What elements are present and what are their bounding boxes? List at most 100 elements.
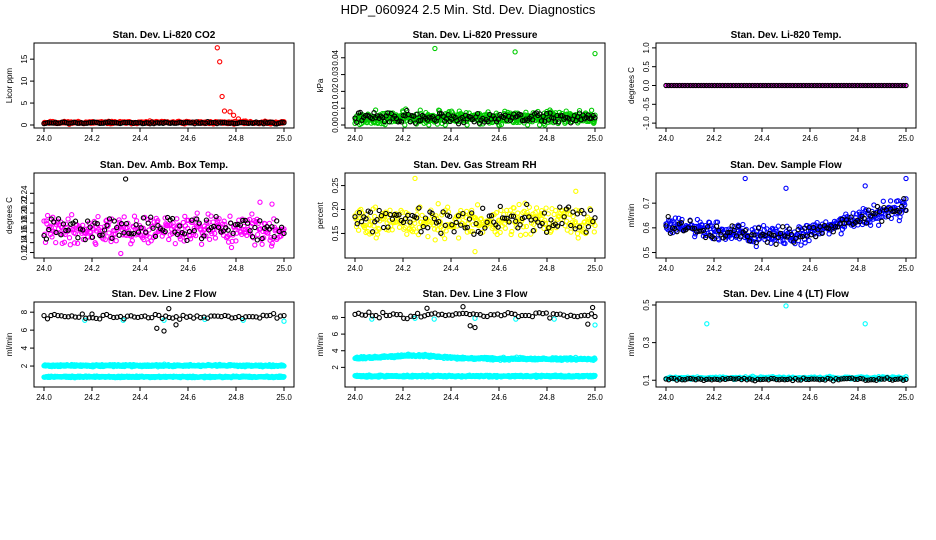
data-point <box>369 229 376 235</box>
data-point <box>208 213 214 219</box>
data-point <box>771 82 777 89</box>
data-point <box>106 230 112 236</box>
data-point <box>230 230 236 236</box>
data-point <box>354 221 360 227</box>
data-point <box>410 226 417 232</box>
data-point <box>118 221 125 227</box>
data-point <box>101 227 108 233</box>
data-point <box>744 82 750 89</box>
data-point <box>43 236 50 242</box>
data-point <box>233 238 239 244</box>
data-point <box>429 210 435 217</box>
data-point <box>900 82 906 89</box>
panel-title: Stan. Dev. Amb. Box Temp. <box>100 160 228 171</box>
data-point <box>552 207 559 214</box>
data-point <box>592 115 598 121</box>
data-point <box>875 222 882 228</box>
data-point <box>574 230 581 237</box>
data-point <box>44 316 51 322</box>
data-point <box>114 224 120 231</box>
y-tick-label: 0.00 <box>331 117 340 133</box>
y-tick-label: 0.20 <box>331 201 340 217</box>
data-point <box>476 110 483 117</box>
data-point <box>895 82 901 89</box>
data-point <box>60 221 67 227</box>
data-point <box>445 112 451 118</box>
data-point <box>693 82 699 89</box>
data-point <box>779 82 785 89</box>
data-point <box>203 233 209 239</box>
y-tick-label: 0.6 <box>642 222 651 234</box>
data-point <box>230 112 237 118</box>
y-tick-label: 0.04 <box>331 49 340 65</box>
data-point <box>97 232 103 239</box>
data-point <box>123 220 130 227</box>
data-point <box>145 220 151 226</box>
data-point <box>72 218 79 224</box>
data-point <box>166 236 172 243</box>
data-point <box>521 208 527 214</box>
x-tick-label: 24.6 <box>180 134 196 143</box>
data-point <box>464 224 470 231</box>
data-point <box>257 199 263 205</box>
data-point <box>565 204 572 210</box>
data-point <box>444 204 451 210</box>
data-point <box>148 214 154 220</box>
data-point <box>121 214 127 220</box>
data-point <box>806 237 812 244</box>
x-tick-label: 24.0 <box>347 393 363 402</box>
data-point <box>749 82 755 89</box>
data-point <box>698 82 704 89</box>
y-tick-label: 0.03 <box>331 66 340 82</box>
x-tick-label: 24.2 <box>706 134 722 143</box>
data-point <box>587 207 594 213</box>
data-point <box>482 225 488 231</box>
data-point <box>227 213 233 219</box>
data-point <box>191 228 197 234</box>
y-tick-label: 0.7 <box>642 197 651 209</box>
data-point <box>118 250 124 257</box>
data-point <box>84 218 91 224</box>
data-point <box>375 225 381 232</box>
data-point <box>486 213 492 219</box>
data-point <box>414 111 420 117</box>
data-point <box>143 229 149 235</box>
data-point <box>434 227 441 233</box>
data-point <box>363 216 369 222</box>
data-point <box>194 216 200 222</box>
data-point <box>467 228 473 234</box>
data-point <box>41 312 47 319</box>
x-tick-label: 24.0 <box>658 264 674 273</box>
data-point <box>760 82 766 89</box>
data-point <box>498 121 505 128</box>
data-point <box>189 217 195 223</box>
data-point <box>417 204 423 210</box>
data-point <box>87 224 93 230</box>
data-point <box>150 225 156 231</box>
data-point <box>376 226 382 232</box>
data-point <box>502 215 508 221</box>
data-point <box>463 208 470 215</box>
data-point <box>880 198 886 204</box>
data-point <box>61 239 68 245</box>
data-point <box>431 226 438 232</box>
y-axis-label: ml/min <box>627 204 636 228</box>
data-point <box>388 110 394 117</box>
data-point <box>803 82 809 89</box>
plot-frame <box>33 42 295 129</box>
data-point <box>432 237 438 243</box>
data-point <box>784 82 790 89</box>
panel-3: Stan. Dev. Li-820 Temp.degrees C24.0 24.2… <box>627 30 917 143</box>
data-point <box>422 215 429 221</box>
data-point <box>259 241 265 247</box>
data-point <box>556 213 562 219</box>
data-point <box>535 219 541 225</box>
data-point <box>862 82 869 89</box>
x-tick-label: 24.4 <box>754 134 770 143</box>
data-point <box>782 82 788 89</box>
y-tick-label: 0.25 <box>331 177 340 193</box>
figure-title: HDP_060924 2.5 Min. Std. Dev. Diagnostic… <box>341 2 596 17</box>
data-point <box>116 217 122 223</box>
data-point <box>432 45 438 52</box>
data-point <box>538 118 545 124</box>
